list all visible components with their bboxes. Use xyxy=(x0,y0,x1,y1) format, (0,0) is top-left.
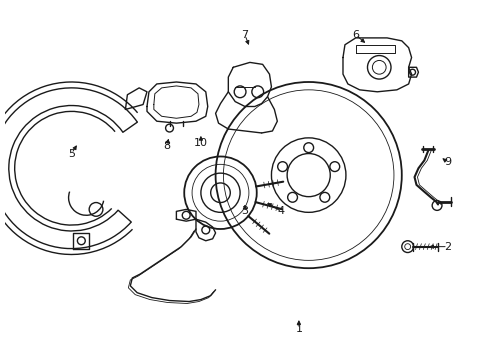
Text: 6: 6 xyxy=(351,30,359,40)
Text: 4: 4 xyxy=(277,206,284,216)
Text: 2: 2 xyxy=(444,242,450,252)
Text: 5: 5 xyxy=(68,149,75,158)
Text: 1: 1 xyxy=(295,324,302,334)
Text: 7: 7 xyxy=(241,30,248,40)
Text: 3: 3 xyxy=(241,206,248,216)
Text: 9: 9 xyxy=(444,157,450,167)
Text: 10: 10 xyxy=(194,138,207,148)
Text: 8: 8 xyxy=(163,141,170,151)
